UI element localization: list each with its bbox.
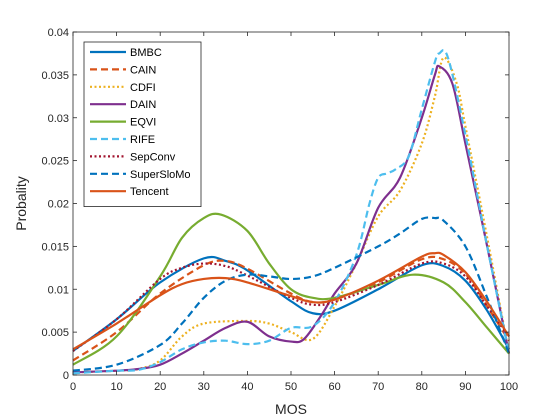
series-line-dain: [72, 64, 511, 374]
y-tick-label: 0.03: [48, 113, 69, 125]
x-axis-label: MOS: [275, 401, 307, 417]
x-tick-label: 100: [500, 381, 518, 393]
axis-layer: 0 10 20 30 40 50 60 70 80 90 100 0 0.005 0.01 0.015 0.0…: [41, 27, 518, 393]
x-tick-label: 20: [154, 381, 166, 393]
legend-label-eqvi: EQVI: [130, 117, 156, 129]
x-tick-label: 0: [70, 381, 76, 393]
x-tick-label: 90: [459, 381, 471, 393]
y-tick-label: 0.005: [41, 327, 69, 339]
legend-label-sepconv: SepConv: [130, 151, 176, 163]
y-tick-label: 0.01: [48, 284, 69, 296]
y-tick-label: 0.02: [48, 199, 69, 211]
x-tick-label: 60: [328, 381, 340, 393]
legend-label-dain: DAIN: [130, 99, 156, 111]
series-line-sepconv: [72, 260, 510, 352]
legend-label-tencent: Tencent: [130, 186, 169, 198]
legend-label-rife: RIFE: [130, 134, 155, 146]
legend-label-superslomo: SuperSloMo: [130, 169, 191, 181]
legend-label-bmbc: BMBC: [130, 47, 162, 59]
legend-label-cdfi: CDFI: [130, 82, 156, 94]
x-tick-label: 70: [372, 381, 384, 393]
y-axis-label: Probality: [13, 176, 29, 230]
series-line-bmbc: [72, 255, 510, 352]
series-line-rife: [72, 49, 511, 375]
y-tick-label: 0.04: [48, 27, 69, 39]
y-tick-label: 0.035: [41, 70, 69, 82]
y-tick-label: 0: [63, 370, 69, 382]
x-tick-label: 40: [241, 381, 253, 393]
x-tick-label: 10: [110, 381, 122, 393]
legend: BMBC CAIN CDFI DAIN EQVI RIFE SepConv SuperSloM…: [83, 41, 202, 208]
series-layer: [72, 49, 511, 375]
y-tick-label: 0.025: [41, 156, 69, 168]
y-tick-label: 0.015: [41, 241, 69, 253]
series-line-tencent: [72, 251, 510, 351]
x-tick-label: 50: [285, 381, 297, 393]
series-line-eqvi: [72, 212, 510, 366]
series-line-superslomo: [72, 216, 511, 372]
x-tick-label: 30: [198, 381, 210, 393]
x-tick-label: 80: [416, 381, 428, 393]
legend-label-cain: CAIN: [130, 64, 156, 76]
